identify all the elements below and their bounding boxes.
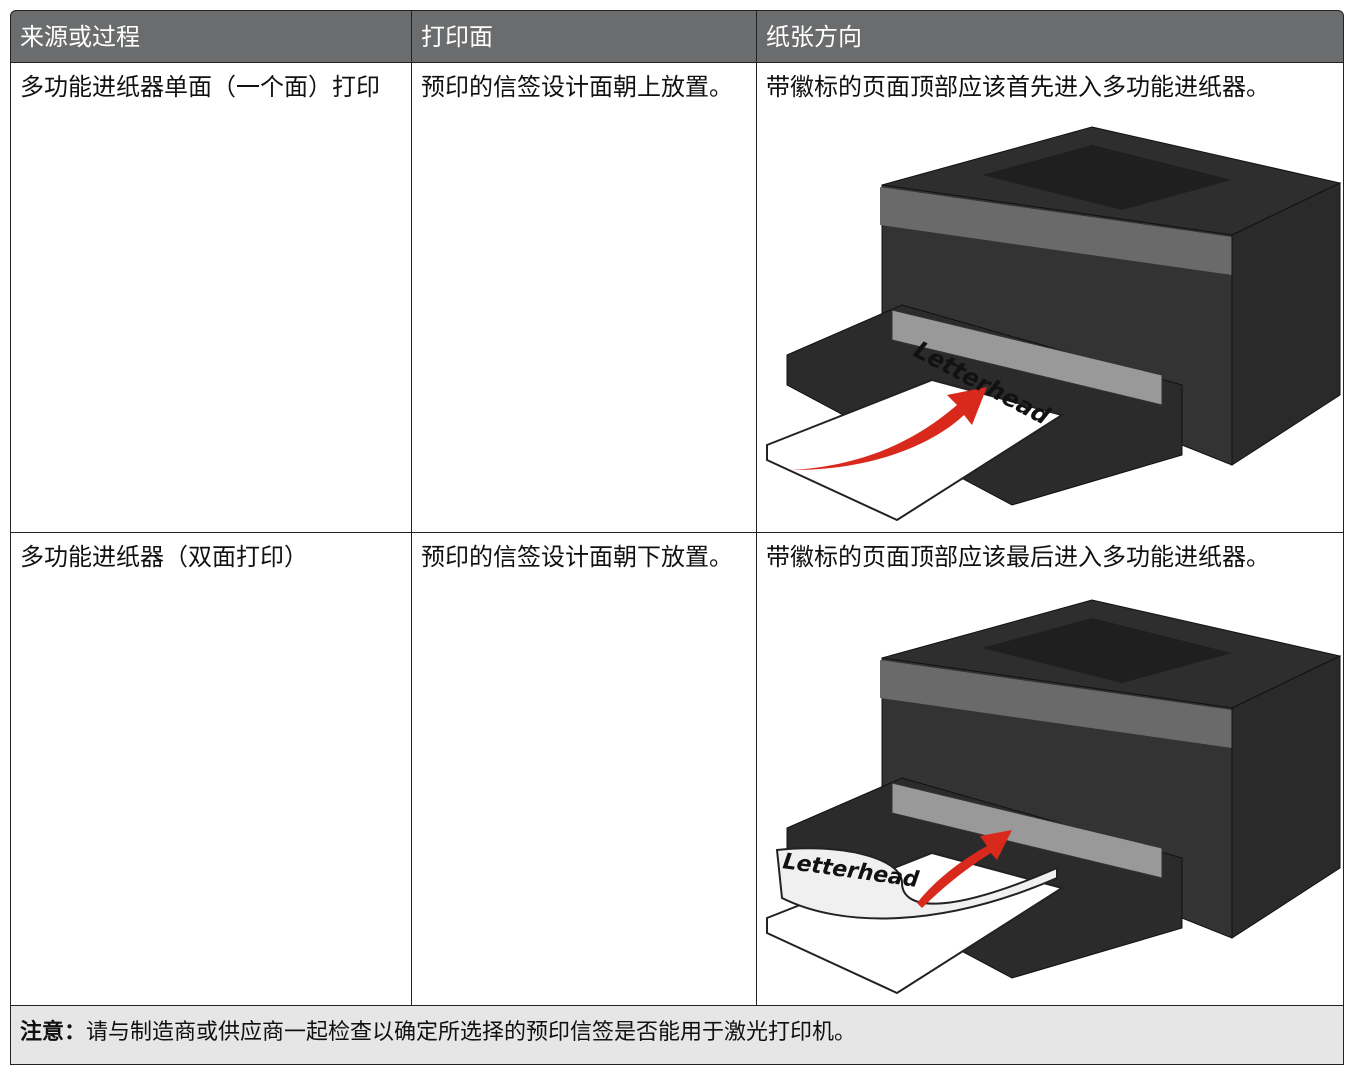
- note-label: 注意：: [20, 1019, 87, 1045]
- printer-illustration: Letterhead: [766, 599, 1342, 995]
- cell: 多功能进纸器单面（一个面）打印: [10, 62, 412, 533]
- cell-text: 带徽标的页面顶部应该首先进入多功能进纸器。: [766, 73, 1270, 101]
- table: 来源或过程 打印面 纸张方向 多功能进纸器单面（一个面）打印 预印的信签设计面朝…: [10, 10, 1344, 1065]
- cell: 预印的信签设计面朝下放置。: [411, 532, 757, 1006]
- note: 注意：请与制造商或供应商一起检查以确定所选择的预印信签是否能用于激光打印机。: [10, 1005, 1344, 1065]
- cell: 预印的信签设计面朝上放置。: [411, 62, 757, 533]
- note-text: 请与制造商或供应商一起检查以确定所选择的预印信签是否能用于激光打印机。: [86, 1020, 857, 1045]
- cell-text: 带徽标的页面顶部应该最后进入多功能进纸器。: [766, 543, 1270, 571]
- cell: 多功能进纸器（双面打印）: [10, 532, 412, 1006]
- printer-illustration: Letterhead: [766, 126, 1342, 522]
- header-cell: 来源或过程: [10, 10, 412, 63]
- header-cell: 纸张方向: [756, 10, 1344, 63]
- header-cell: 打印面: [411, 10, 757, 63]
- cell: 带徽标的页面顶部应该首先进入多功能进纸器。: [756, 62, 1344, 533]
